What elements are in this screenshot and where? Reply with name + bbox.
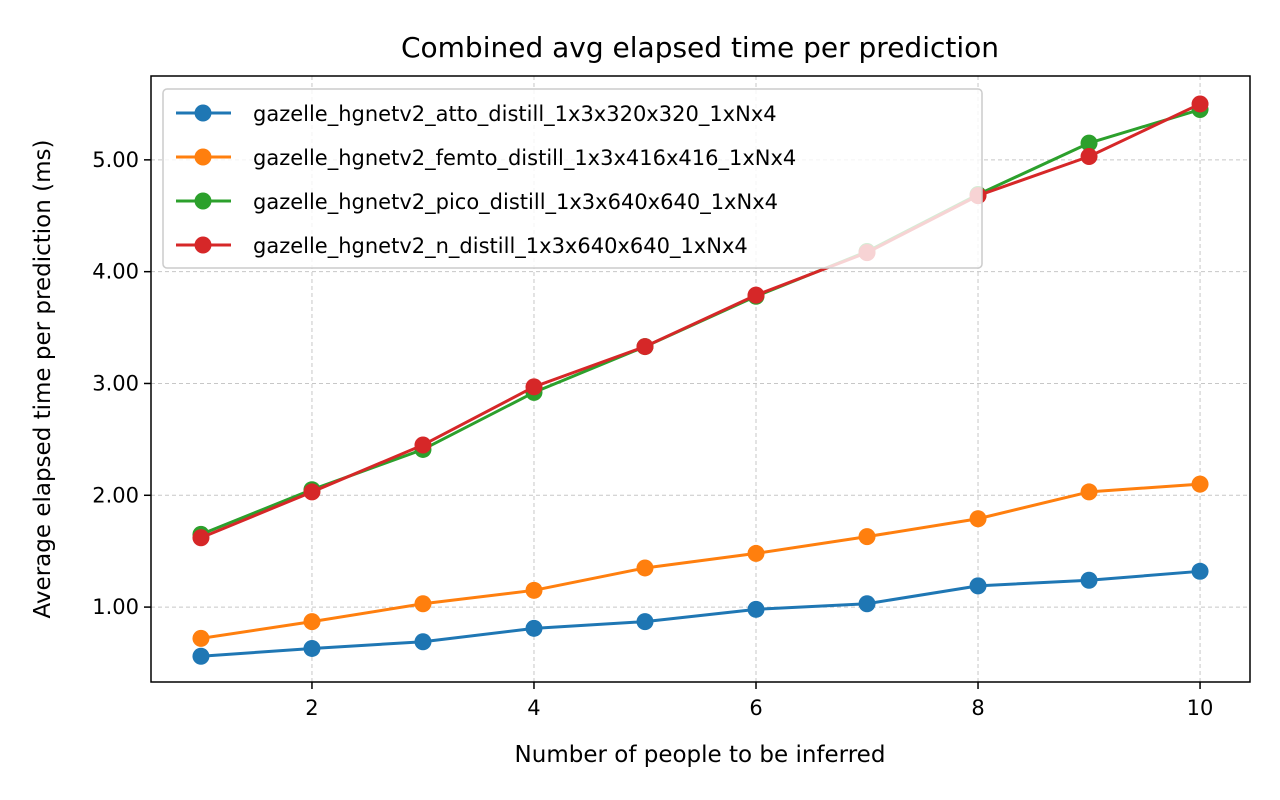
series-2 (192, 475, 1209, 647)
legend-marker (194, 192, 212, 210)
chart-title: Combined avg elapsed time per prediction (401, 31, 999, 64)
x-axis-label: Number of people to be inferred (515, 742, 886, 768)
data-point (747, 544, 765, 562)
series-line (200, 569, 1201, 658)
legend-marker (194, 236, 212, 254)
series-line (200, 102, 1201, 540)
data-point (636, 338, 654, 356)
data-point (414, 633, 432, 651)
data-point (1080, 483, 1098, 501)
legend-item: gazelle_hgnetv2_atto_distill_1x3x320x320… (176, 102, 777, 127)
x-tick-label: 6 (749, 696, 762, 720)
data-point (636, 613, 654, 631)
legend-box (162, 88, 983, 269)
data-point (1191, 562, 1209, 580)
legend: gazelle_hgnetv2_atto_distill_1x3x320x320… (162, 88, 983, 269)
data-point (525, 619, 543, 637)
y-tick-label: 1.00 (92, 595, 139, 619)
series-line (200, 482, 1201, 640)
y-tick-label: 5.00 (92, 148, 139, 172)
data-point (969, 510, 987, 528)
data-point (1191, 95, 1209, 113)
legend-label: gazelle_hgnetv2_femto_distill_1x3x416x41… (253, 146, 796, 171)
x-tick-label: 8 (971, 696, 984, 720)
legend-item: gazelle_hgnetv2_n_distill_1x3x640x640_1x… (176, 234, 748, 259)
legend-label: gazelle_hgnetv2_n_distill_1x3x640x640_1x… (253, 234, 748, 259)
data-point (636, 559, 654, 577)
data-point (1080, 148, 1098, 166)
data-point (858, 595, 876, 613)
data-point (858, 528, 876, 546)
data-point (303, 483, 321, 501)
data-point (303, 613, 321, 631)
axis-ticks: 2 4 6 8 10 1.00 2.00 3.00 4.00 5.00 (92, 148, 1213, 720)
data-point (1080, 134, 1098, 152)
data-point (192, 529, 210, 547)
y-tick-label: 3.00 (92, 371, 139, 395)
legend-label: gazelle_hgnetv2_atto_distill_1x3x320x320… (253, 102, 777, 127)
legend-item: gazelle_hgnetv2_femto_distill_1x3x416x41… (176, 146, 796, 171)
data-point (747, 600, 765, 618)
data-point (1080, 571, 1098, 589)
legend-item: gazelle_hgnetv2_pico_distill_1x3x640x640… (176, 190, 778, 215)
data-point (414, 595, 432, 613)
legend-label: gazelle_hgnetv2_pico_distill_1x3x640x640… (253, 190, 778, 215)
data-point (525, 378, 543, 396)
data-point (414, 436, 432, 454)
y-tick-label: 2.00 (92, 483, 139, 507)
data-point (969, 577, 987, 595)
data-point (525, 581, 543, 599)
legend-marker (194, 148, 212, 166)
y-axis-label: Average elapsed time per prediction (ms) (30, 140, 56, 619)
data-point (303, 639, 321, 657)
data-point (192, 629, 210, 647)
x-tick-label: 2 (305, 696, 318, 720)
legend-marker (194, 104, 212, 122)
series-1 (192, 562, 1209, 665)
data-point (1191, 475, 1209, 493)
plot-area-frame (150, 75, 1251, 683)
x-tick-label: 10 (1187, 696, 1214, 720)
y-tick-label: 4.00 (92, 260, 139, 284)
x-tick-label: 4 (527, 696, 540, 720)
data-point (747, 286, 765, 304)
data-point (192, 647, 210, 665)
